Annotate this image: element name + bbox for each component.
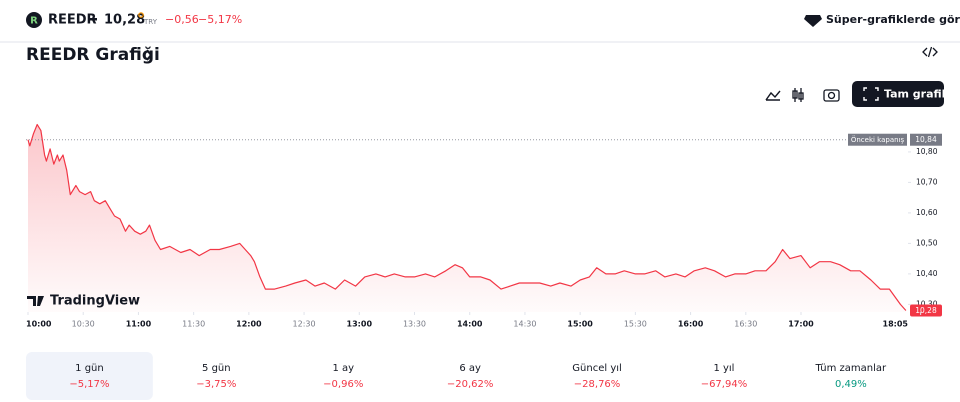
price-line xyxy=(27,123,907,311)
x-tick-label: 11:30 xyxy=(182,320,205,329)
period-change: −20,62% xyxy=(447,379,494,390)
price: 10,28 xyxy=(104,13,145,28)
period-change: −5,17% xyxy=(69,379,109,390)
period-tab[interactable] xyxy=(406,352,534,400)
x-tick-label: 12:00 xyxy=(236,320,262,329)
line-style-button[interactable] xyxy=(765,90,781,101)
x-tick-label: 13:30 xyxy=(403,320,426,329)
x-tick-label: 11:00 xyxy=(126,320,152,329)
x-tick-label: 10:30 xyxy=(72,320,95,329)
y-tick-label: 10,80 xyxy=(916,147,938,156)
currency: TRY xyxy=(143,18,158,26)
change: −0,56 xyxy=(165,13,199,26)
chart: Önceki kapanış 10,84 10,30 10,40 10,50 10,60 1… xyxy=(26,123,942,329)
logo xyxy=(26,12,42,28)
price-area xyxy=(28,124,906,312)
period-change: 0,49% xyxy=(835,379,867,390)
period-label: 5 gün xyxy=(202,363,231,374)
period-change: −28,76% xyxy=(574,379,621,390)
x-tick-label: 15:30 xyxy=(624,320,647,329)
last-price-label: 10,28 xyxy=(915,306,937,315)
y-tick-label: 10,40 xyxy=(916,269,938,278)
y-tick-label: 10,50 xyxy=(916,238,938,247)
prev-close-tag xyxy=(848,133,907,146)
period-label: 1 ay xyxy=(332,363,354,374)
period-tabs: 1 gün −5,17% 5 gün −3,75% 1 ay −0,96% 6 ay −20,… xyxy=(26,352,915,400)
fullscreen-icon xyxy=(863,87,879,101)
snapshot-button[interactable] xyxy=(823,89,840,102)
x-tick-label: 13:00 xyxy=(347,320,373,329)
period-tab[interactable] xyxy=(279,352,407,400)
symbol: REEDR xyxy=(48,13,97,28)
period-tab[interactable] xyxy=(533,352,661,400)
x-tick-label: 12:30 xyxy=(293,320,316,329)
watermark-text: TradingView xyxy=(50,294,140,309)
x-tick-label: 10:00 xyxy=(26,320,52,329)
prev-close-text: Önceki kapanış xyxy=(851,135,905,144)
last-price-tag xyxy=(910,304,942,317)
chart-title[interactable]: REEDR Grafiği xyxy=(26,45,160,65)
watermark xyxy=(27,296,44,306)
period-tab[interactable] xyxy=(152,352,280,400)
candle-style-button[interactable] xyxy=(792,88,804,102)
change-pct: −5,17% xyxy=(198,13,242,26)
x-tick-label: 17:00 xyxy=(788,320,814,329)
x-tick-label: 15:00 xyxy=(567,320,593,329)
period-label: Güncel yıl xyxy=(572,363,622,374)
period-label: Tüm zamanlar xyxy=(815,363,887,374)
x-tick-label: 16:30 xyxy=(734,320,757,329)
period-label: 1 gün xyxy=(75,363,104,374)
prev-close-value: 10,84 xyxy=(915,135,937,144)
period-label: 1 yıl xyxy=(713,363,734,374)
x-tick-label: 14:00 xyxy=(457,320,483,329)
x-tick-label: 18:05 xyxy=(883,320,909,329)
super-icon xyxy=(804,15,822,27)
y-tick-label: 10,60 xyxy=(916,208,938,217)
fullscreen-label: Tam grafik xyxy=(884,88,950,101)
super-link[interactable]: Süper-grafiklerde görün xyxy=(826,13,960,26)
prev-close-value-tag xyxy=(910,133,942,146)
x-tick-label: 16:00 xyxy=(678,320,704,329)
period-tab[interactable] xyxy=(660,352,788,400)
period-tab[interactable] xyxy=(787,352,915,400)
delay-icon xyxy=(138,12,144,18)
period-change: −3,75% xyxy=(196,379,236,390)
y-tick-label: 10,30 xyxy=(916,299,938,308)
separator xyxy=(89,18,97,21)
embed-icon[interactable] xyxy=(922,46,938,58)
y-tick-label: 10,70 xyxy=(916,177,938,186)
period-change: −0,96% xyxy=(323,379,363,390)
logo-letter: R xyxy=(30,16,38,27)
period-label: 6 ay xyxy=(459,363,481,374)
x-tick-label: 14:30 xyxy=(513,320,536,329)
title-chevron xyxy=(146,49,153,61)
period-change: −67,94% xyxy=(701,379,748,390)
period-tab[interactable] xyxy=(26,352,153,400)
